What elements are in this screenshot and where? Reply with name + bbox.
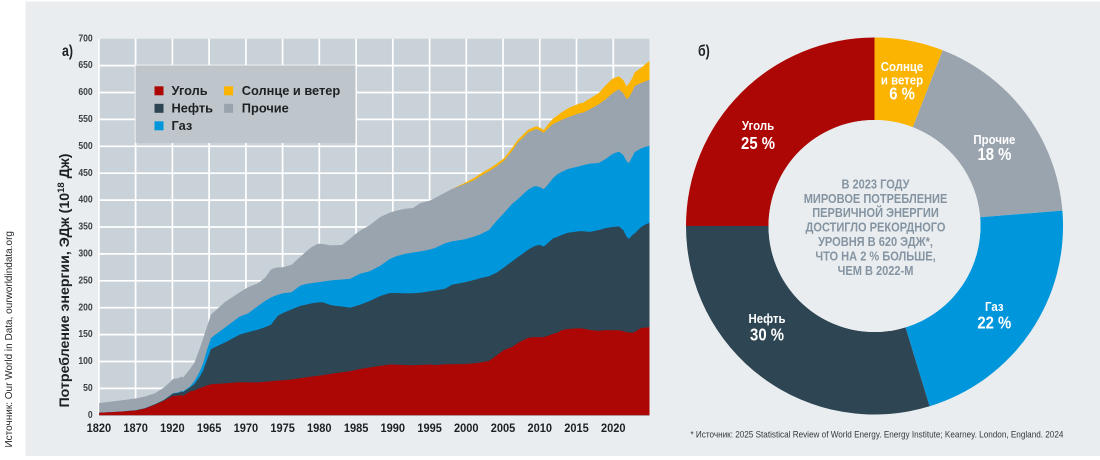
svg-text:Газ: Газ — [985, 300, 1004, 315]
svg-text:200: 200 — [78, 302, 92, 314]
svg-text:Газ: Газ — [172, 118, 193, 133]
svg-text:1970: 1970 — [234, 423, 259, 435]
svg-text:700: 700 — [78, 33, 92, 45]
svg-text:ЧЕМ В 2022-М: ЧЕМ В 2022-М — [838, 263, 914, 278]
svg-text:б): б) — [698, 42, 710, 60]
svg-text:и ветер: и ветер — [881, 73, 923, 88]
svg-text:В 2023 ГОДУ: В 2023 ГОДУ — [841, 177, 910, 192]
svg-text:Нефть: Нефть — [748, 312, 786, 327]
svg-text:18 %: 18 % — [977, 145, 1011, 164]
svg-text:550: 550 — [78, 113, 92, 125]
svg-text:Уголь: Уголь — [172, 83, 208, 98]
svg-text:Солнце и ветер: Солнце и ветер — [242, 83, 341, 98]
svg-text:30 %: 30 % — [750, 326, 784, 345]
svg-text:Потребление энергии, ЭДж (1018: Потребление энергии, ЭДж (1018 Дж) — [56, 153, 74, 407]
svg-text:2000: 2000 — [454, 423, 479, 435]
svg-text:150: 150 — [78, 328, 92, 340]
svg-text:400: 400 — [78, 194, 92, 206]
svg-text:6 %: 6 % — [889, 84, 915, 103]
svg-text:22 %: 22 % — [977, 314, 1011, 333]
svg-text:Источник: Our World in Data, o: Источник: Our World in Data, ourworldind… — [4, 231, 15, 447]
svg-text:25 %: 25 % — [741, 134, 775, 153]
svg-text:1870: 1870 — [123, 423, 148, 435]
svg-text:1985: 1985 — [344, 423, 369, 435]
svg-text:1980: 1980 — [307, 423, 332, 435]
svg-text:100: 100 — [78, 355, 92, 367]
svg-text:* Источник: 2025 Statistical R: * Источник: 2025 Statistical Review of W… — [691, 429, 1064, 440]
svg-text:0: 0 — [88, 409, 93, 421]
svg-text:1975: 1975 — [270, 423, 295, 435]
svg-text:Прочие: Прочие — [242, 101, 289, 116]
svg-text:1995: 1995 — [417, 423, 442, 435]
svg-text:300: 300 — [78, 248, 92, 260]
svg-text:2020: 2020 — [601, 423, 626, 435]
svg-text:Уголь: Уголь — [742, 119, 775, 134]
svg-text:1820: 1820 — [87, 423, 112, 435]
svg-text:ДОСТИГЛО РЕКОРДНОГО: ДОСТИГЛО РЕКОРДНОГО — [806, 220, 946, 235]
svg-text:а): а) — [62, 42, 73, 60]
svg-text:250: 250 — [78, 275, 92, 287]
svg-text:УРОВНЯ В 620 ЭДЖ*,: УРОВНЯ В 620 ЭДЖ*, — [818, 234, 933, 249]
svg-text:2005: 2005 — [491, 423, 516, 435]
svg-text:450: 450 — [78, 167, 92, 179]
svg-text:2015: 2015 — [564, 423, 589, 435]
svg-text:МИРОВОЕ ПОТРЕБЛЕНИЕ: МИРОВОЕ ПОТРЕБЛЕНИЕ — [804, 191, 948, 206]
svg-text:ПЕРВИЧНОЙ ЭНЕРГИИ: ПЕРВИЧНОЙ ЭНЕРГИИ — [812, 204, 939, 220]
svg-text:1990: 1990 — [381, 423, 406, 435]
svg-text:Нефть: Нефть — [172, 101, 214, 116]
svg-text:Солнце: Солнце — [881, 59, 924, 74]
svg-text:1920: 1920 — [160, 423, 185, 435]
svg-text:ЧТО НА 2 % БОЛЬШЕ,: ЧТО НА 2 % БОЛЬШЕ, — [815, 249, 935, 264]
svg-text:Прочие: Прочие — [973, 132, 1015, 147]
svg-text:500: 500 — [78, 140, 92, 152]
svg-text:600: 600 — [78, 86, 92, 98]
svg-text:350: 350 — [78, 221, 92, 233]
svg-text:50: 50 — [83, 382, 93, 394]
svg-text:650: 650 — [78, 59, 92, 71]
svg-text:1965: 1965 — [197, 423, 222, 435]
svg-text:2010: 2010 — [528, 423, 553, 435]
